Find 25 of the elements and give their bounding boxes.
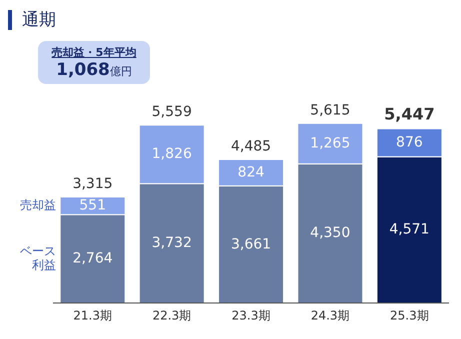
series-label: ベース利益 — [20, 244, 56, 272]
data-label: 824 — [238, 164, 264, 181]
data-label: 4,571 — [389, 222, 430, 238]
data-label: 2,764 — [72, 250, 113, 267]
data-label: 3,732 — [152, 235, 192, 252]
total-label: 3,315 — [72, 176, 113, 192]
data-label: 3,661 — [230, 236, 272, 252]
total-label: 4,485 — [230, 138, 272, 155]
total-label: 5,615 — [310, 102, 350, 118]
x-tick-label: 22.3期 — [152, 308, 192, 323]
data-label: 1,265 — [310, 135, 350, 152]
x-tick-label: 24.3期 — [310, 308, 350, 323]
text: 1,068億円 — [56, 60, 132, 80]
data-label: 1,826 — [152, 146, 192, 162]
text: 売却益・5年平均 — [50, 45, 138, 60]
chart-title: 通期 — [22, 9, 56, 31]
total-label: 5,447 — [384, 104, 435, 124]
x-tick-label: 25.3期 — [390, 308, 429, 323]
x-tick-label: 23.3期 — [232, 308, 270, 323]
data-label: 551 — [79, 198, 106, 214]
data-label: 876 — [396, 134, 423, 151]
data-label: 4,350 — [310, 225, 350, 242]
series-label: 売却益 — [20, 198, 56, 212]
total-label: 5,559 — [152, 104, 192, 120]
x-tick-label: 21.3期 — [73, 308, 112, 323]
